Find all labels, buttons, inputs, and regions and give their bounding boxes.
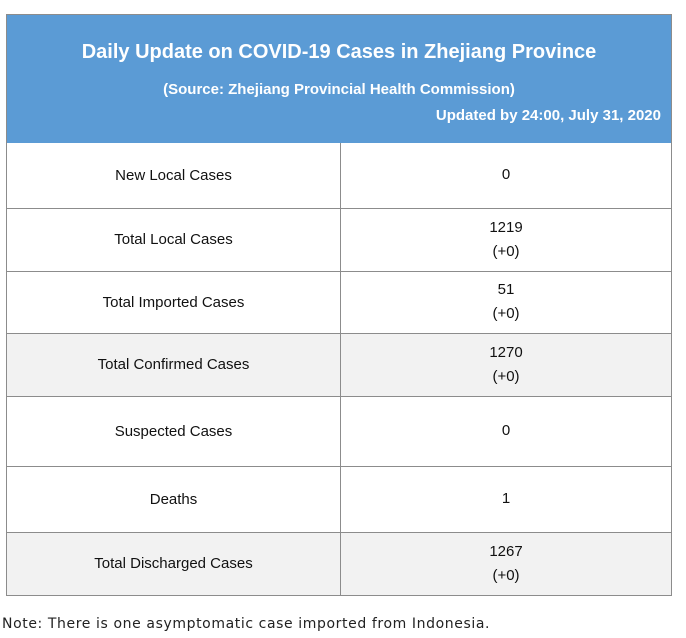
table-row: Total Imported Cases 51 (+0): [7, 270, 671, 334]
value-number: 1267: [489, 542, 523, 560]
covid-update-card: Daily Update on COVID-19 Cases in Zhejia…: [6, 14, 672, 596]
row-label: Total Imported Cases: [7, 270, 341, 334]
updated-timestamp: Updated by 24:00, July 31, 2020: [435, 107, 661, 124]
table-header: Daily Update on COVID-19 Cases in Zhejia…: [7, 15, 671, 143]
row-value: 0: [340, 143, 671, 209]
value-change: (+0): [492, 566, 520, 584]
value-number: 0: [501, 166, 511, 184]
source-line: (Source: Zhejiang Provincial Health Comm…: [163, 81, 515, 98]
row-label: Total Local Cases: [7, 207, 341, 272]
value-number: 1219: [489, 218, 523, 236]
table-row: Suspected Cases 0: [7, 395, 671, 467]
row-label: Deaths: [7, 465, 341, 533]
row-label: Total Confirmed Cases: [7, 332, 341, 397]
row-value: 1267 (+0): [340, 531, 671, 595]
row-value: 0: [340, 395, 671, 467]
table-row: Total Confirmed Cases 1270 (+0): [7, 332, 671, 397]
cases-table: New Local Cases 0 Total Local Cases 1219…: [7, 143, 671, 595]
page-title: Daily Update on COVID-19 Cases in Zhejia…: [81, 41, 597, 63]
row-label: Suspected Cases: [7, 395, 341, 467]
row-label: Total Discharged Cases: [7, 531, 341, 595]
table-row: New Local Cases 0: [7, 143, 671, 209]
row-label: New Local Cases: [7, 143, 341, 209]
value-number: 1: [501, 490, 511, 507]
row-value: 1270 (+0): [340, 332, 671, 397]
value-number: 1270: [489, 343, 523, 361]
value-change: (+0): [492, 242, 520, 260]
value-number: 51: [497, 281, 515, 298]
table-row: Total Discharged Cases 1267 (+0): [7, 531, 671, 595]
value-change: (+0): [492, 367, 520, 385]
table-row: Deaths 1: [7, 465, 671, 533]
table-row: Total Local Cases 1219 (+0): [7, 207, 671, 272]
value-number: 0: [501, 422, 511, 439]
row-value: 51 (+0): [340, 270, 671, 334]
footnote: Note: There is one asymptomatic case imp…: [2, 616, 491, 632]
value-change: (+0): [492, 305, 520, 322]
row-value: 1: [340, 465, 671, 533]
row-value: 1219 (+0): [340, 207, 671, 272]
